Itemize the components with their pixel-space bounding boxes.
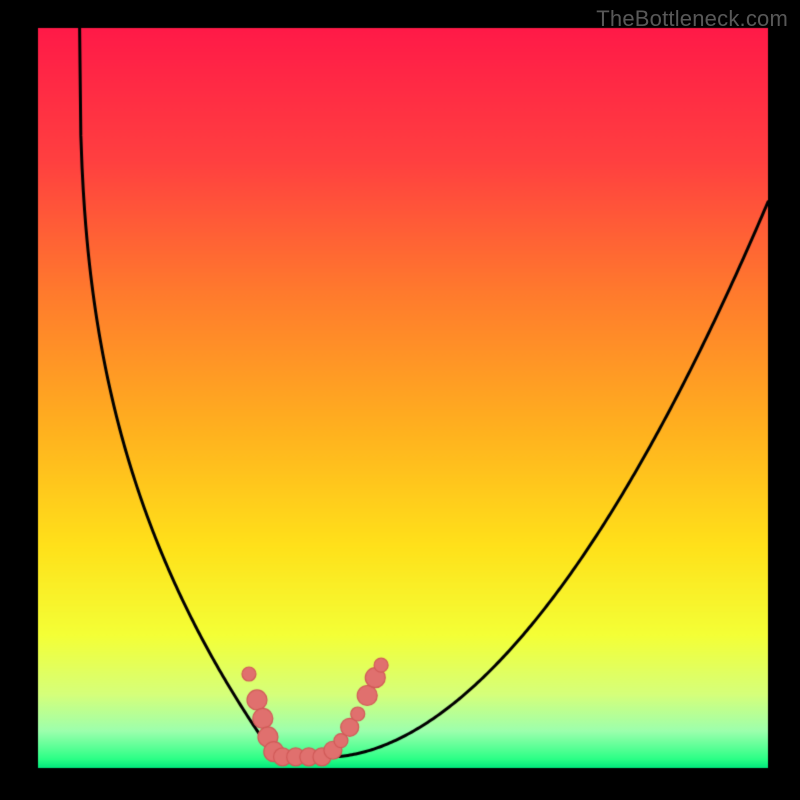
- watermark-text: TheBottleneck.com: [596, 6, 788, 32]
- bottleneck-curve-chart: [0, 0, 800, 800]
- chart-stage: TheBottleneck.com: [0, 0, 800, 800]
